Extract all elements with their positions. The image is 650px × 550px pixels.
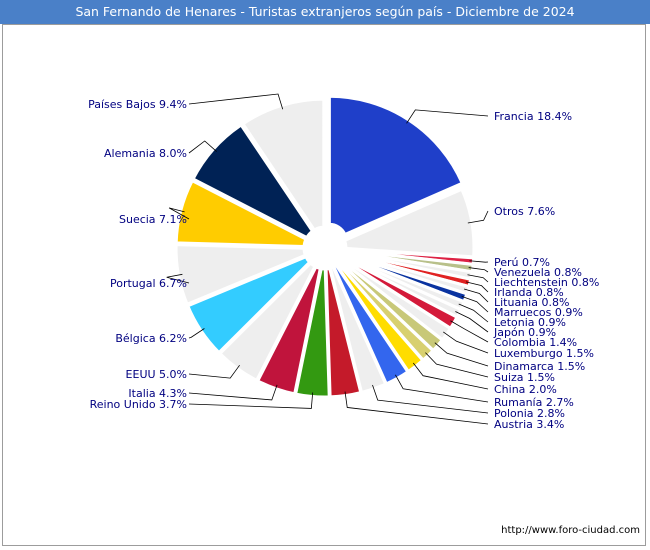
slice-label: Francia 18.4% [494,110,572,123]
slice-label: Otros 7.6% [494,205,555,218]
slice-label: Reino Unido 3.7% [90,398,187,411]
slice-label: Irlanda 0.8% [494,286,564,299]
slice-label: Países Bajos 9.4% [88,98,187,111]
slice-label: China 2.0% [494,383,557,396]
leader-line [168,207,190,220]
slice-label: Portugal 6.7% [110,277,187,290]
slice-label: Rumanía 2.7% [494,396,574,409]
slice-label: EEUU 5.0% [126,368,187,381]
leader-line [188,384,278,401]
leader-line [463,288,489,303]
leader-line [166,273,190,284]
slice-bélgica [185,254,312,355]
pie-slices [174,94,476,399]
leader-line [406,109,489,124]
leader-line [465,281,489,293]
leader-line [468,267,489,273]
leader-line [434,342,489,367]
slice-label: Dinamarca 1.5% [494,360,585,373]
slice-label: Bélgica 6.2% [115,332,187,345]
slice-label: Perú 0.7% [494,256,550,269]
slice-label: Liechtenstein 0.8% [494,276,599,289]
leader-line [461,295,489,313]
leader-line [395,374,489,403]
chart-title: San Fernando de Henares - Turistas extra… [0,0,650,24]
leader-line [188,93,284,110]
leader-line [188,328,205,339]
slice-label: Letonia 0.9% [494,316,566,329]
leader-line [455,311,489,333]
slice-label: Colombia 1.4% [494,336,577,349]
leader-line [450,320,489,343]
slice-portugal [174,243,308,307]
leader-line [188,140,217,154]
slice-label: Polonia 2.8% [494,407,565,420]
slice-países-bajos [240,97,326,233]
leader-line [344,391,489,425]
leader-line [188,392,314,409]
slice-label: Lituania 0.8% [494,296,569,309]
leader-line [372,384,489,414]
slice-label: Suecia 7.1% [119,213,187,226]
source-url: http://www.foro-ciudad.com [501,525,640,536]
slice-labels: Francia 18.4% Otros 7.6% Perú 0.7%Venezuel… [88,98,599,431]
leader-lines [166,93,489,425]
slice-francia [327,94,465,237]
leader-line [458,303,489,323]
leader-line [425,352,489,378]
slice-label: Italia 4.3% [128,387,187,400]
leader-line [467,210,489,224]
slice-label: Alemania 8.0% [104,147,187,160]
leader-line [469,260,489,263]
slice-otros [342,187,476,259]
leader-line [467,274,489,283]
slice-label: Luxemburgo 1.5% [494,347,594,360]
slice-alemania [191,122,315,240]
slice-label: Japón 0.9% [493,326,556,339]
slice-label: Venezuela 0.8% [494,266,582,279]
leader-line [188,364,240,379]
leader-line [412,362,489,390]
slice-label: Marruecos 0.9% [494,306,583,319]
slice-label: Austria 3.4% [494,418,564,431]
slice-suecia [174,178,309,249]
slice-label: Suiza 1.5% [494,371,555,384]
leader-line [443,331,489,354]
